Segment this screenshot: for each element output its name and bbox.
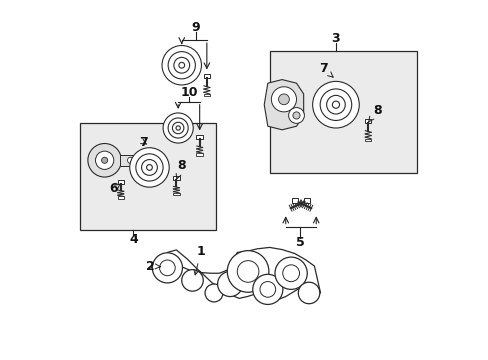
- Circle shape: [332, 101, 339, 108]
- Text: 9: 9: [191, 21, 200, 34]
- Circle shape: [136, 154, 163, 181]
- Circle shape: [146, 165, 152, 170]
- Circle shape: [179, 62, 184, 68]
- Bar: [269, 51, 416, 173]
- Polygon shape: [264, 80, 303, 130]
- Circle shape: [292, 112, 300, 119]
- Circle shape: [298, 282, 319, 304]
- Circle shape: [152, 253, 182, 283]
- Circle shape: [182, 270, 203, 291]
- Text: 10: 10: [180, 86, 197, 99]
- Circle shape: [217, 271, 242, 297]
- Circle shape: [142, 159, 157, 175]
- Bar: [117, 197, 124, 199]
- Text: 7: 7: [139, 136, 147, 149]
- Bar: [364, 139, 371, 141]
- Circle shape: [174, 57, 189, 73]
- Circle shape: [172, 122, 183, 134]
- Polygon shape: [120, 155, 136, 166]
- Circle shape: [326, 95, 345, 114]
- Text: 8: 8: [176, 159, 185, 179]
- Circle shape: [237, 261, 258, 282]
- Bar: [173, 193, 179, 195]
- Circle shape: [127, 157, 133, 163]
- Circle shape: [278, 94, 289, 105]
- Circle shape: [271, 87, 296, 112]
- Text: 4: 4: [129, 233, 138, 246]
- Text: 1: 1: [194, 245, 204, 275]
- Circle shape: [176, 126, 180, 130]
- Bar: [203, 94, 210, 96]
- Circle shape: [312, 81, 359, 128]
- Circle shape: [204, 284, 223, 302]
- Circle shape: [162, 45, 201, 85]
- Text: 5: 5: [295, 236, 304, 249]
- Circle shape: [274, 257, 306, 289]
- Bar: [80, 123, 215, 230]
- Circle shape: [102, 157, 107, 163]
- Text: 7: 7: [318, 62, 332, 77]
- Circle shape: [252, 274, 282, 305]
- Circle shape: [168, 118, 188, 138]
- Bar: [364, 119, 371, 123]
- Circle shape: [227, 251, 268, 292]
- Circle shape: [168, 51, 195, 79]
- Bar: [173, 176, 179, 180]
- Circle shape: [95, 151, 114, 170]
- Circle shape: [163, 113, 193, 143]
- Bar: [292, 198, 297, 203]
- Circle shape: [159, 260, 175, 276]
- Bar: [304, 198, 309, 203]
- Circle shape: [260, 282, 275, 297]
- Circle shape: [288, 108, 304, 123]
- Circle shape: [320, 89, 351, 121]
- Text: 8: 8: [368, 104, 381, 122]
- Circle shape: [88, 144, 121, 177]
- Bar: [203, 74, 210, 78]
- Bar: [196, 135, 203, 139]
- Circle shape: [282, 265, 299, 282]
- Bar: [117, 180, 124, 184]
- Text: 6: 6: [109, 183, 121, 195]
- Bar: [196, 153, 203, 156]
- Text: 2: 2: [146, 260, 160, 273]
- Text: 3: 3: [331, 32, 340, 45]
- Circle shape: [129, 148, 169, 187]
